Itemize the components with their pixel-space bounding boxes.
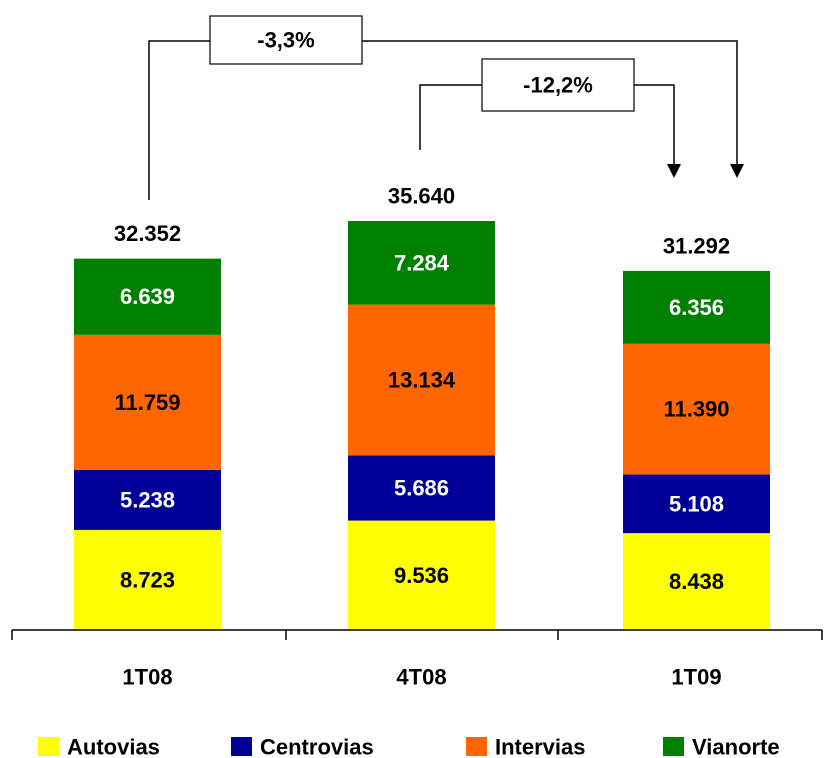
total-label-1t09: 31.292 [663, 233, 730, 258]
data-label-centrovias-1t08: 5.238 [120, 487, 175, 512]
legend-label-intervias: Intervias [495, 735, 586, 758]
x-tick-label-4t08: 4T08 [396, 665, 446, 690]
total-label-1t08: 32.352 [114, 221, 181, 246]
legend-swatch-intervias [466, 737, 487, 756]
bar-segment-centrovias-4t08 [348, 455, 495, 521]
data-label-vianorte-4t08: 7.284 [394, 250, 450, 275]
comparison-arrowhead-12-2 [667, 164, 681, 178]
data-label-intervias-1t09: 11.390 [663, 397, 729, 422]
bar-segment-autovias-4t08 [348, 520, 495, 630]
comparison-bracket-3-3 [148, 40, 738, 200]
data-label-autovias-1t09: 8.438 [669, 569, 724, 594]
data-label-intervias-4t08: 13.134 [388, 367, 456, 392]
bar-segment-vianorte-1t08 [74, 258, 221, 335]
data-label-autovias-4t08: 9.536 [394, 563, 449, 588]
x-tick-label-1t08: 1T08 [122, 665, 172, 690]
data-label-centrovias-1t09: 5.108 [669, 491, 724, 516]
bar-segment-intervias-1t08 [74, 334, 221, 470]
legend-label-centrovias: Centrovias [260, 735, 374, 758]
comparison-label-12-2: -12,2% [523, 73, 593, 98]
bar-segment-centrovias-1t08 [74, 469, 221, 530]
data-label-intervias-1t08: 11.759 [114, 390, 180, 415]
bar-segment-vianorte-1t09 [623, 270, 770, 344]
legend-label-autovias: Autovias [67, 735, 160, 758]
data-label-centrovias-4t08: 5.686 [394, 475, 449, 500]
total-label-4t08: 35.640 [388, 184, 455, 209]
data-label-vianorte-1t08: 6.639 [120, 284, 175, 309]
comparison-box-3-3 [209, 15, 363, 65]
bar-segment-centrovias-1t09 [623, 474, 770, 534]
bar-segment-autovias-1t08 [74, 529, 221, 630]
legend-swatch-centrovias [231, 737, 252, 756]
comparison-arrowhead-3-3 [730, 164, 744, 178]
legend-label-vianorte: Vianorte [692, 735, 780, 758]
legend-swatch-vianorte [663, 737, 684, 756]
legend-swatch-autovias [38, 737, 59, 756]
comparison-label-3-3: -3,3% [257, 28, 314, 53]
comparison-box-12-2 [481, 58, 635, 112]
x-tick-label-1t09: 1T09 [671, 665, 721, 690]
bar-segment-autovias-1t09 [623, 533, 770, 630]
data-label-autovias-1t08: 8.723 [120, 567, 175, 592]
bar-segment-intervias-1t09 [623, 343, 770, 475]
bar-segment-vianorte-4t08 [348, 221, 495, 305]
bar-segment-intervias-4t08 [348, 304, 495, 456]
data-label-vianorte-1t09: 6.356 [669, 295, 724, 320]
